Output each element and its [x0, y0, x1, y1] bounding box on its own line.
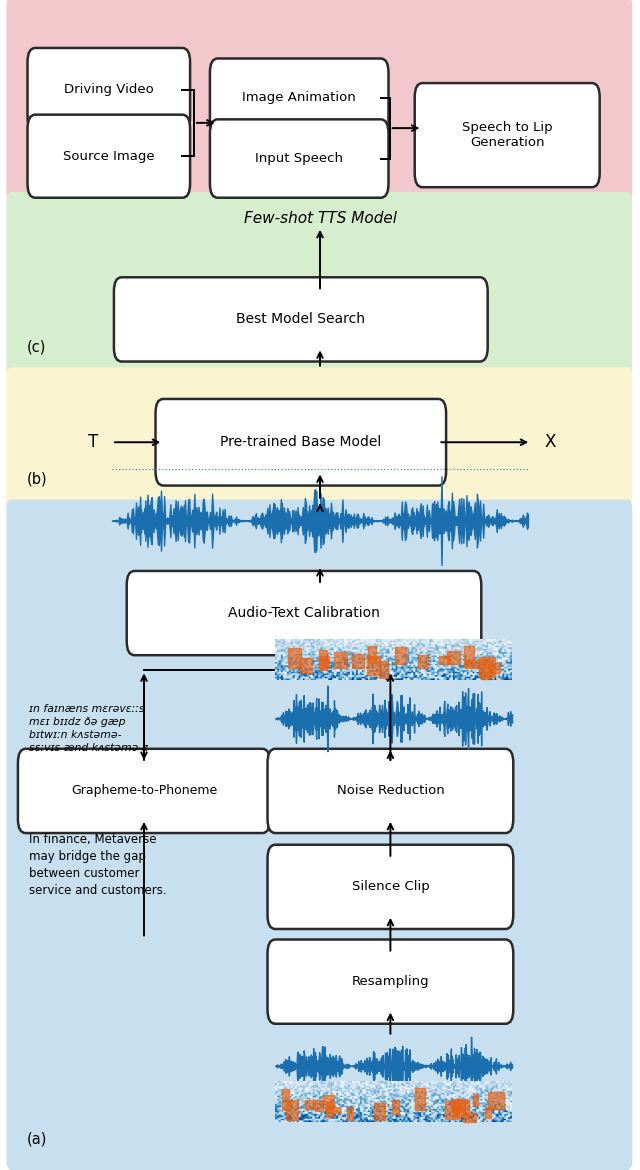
Text: In finance, Metaverse
may bridge the gap
between customer
service and customers.: In finance, Metaverse may bridge the gap… — [29, 833, 166, 897]
Text: Pre-trained Base Model: Pre-trained Base Model — [220, 435, 381, 449]
Text: Audio-Text Calibration: Audio-Text Calibration — [228, 606, 380, 620]
FancyBboxPatch shape — [6, 500, 632, 1170]
Text: Input Speech: Input Speech — [255, 152, 343, 165]
Text: Source Image: Source Image — [63, 150, 155, 163]
Text: Silence Clip: Silence Clip — [351, 880, 429, 894]
Text: ɪn faɪnæns mɛrəvɛːːs
mɛɪ bɪɪdz ðə gæp
bɪtwɪːn kʌstəmə-
sɛːvɪs ænd kʌstəmə-z: ɪn faɪnæns mɛrəvɛːːs mɛɪ bɪɪdz ðə gæp bɪ… — [29, 704, 148, 753]
Text: Few-shot TTS Model: Few-shot TTS Model — [243, 211, 397, 226]
FancyBboxPatch shape — [156, 399, 446, 486]
FancyBboxPatch shape — [210, 119, 388, 198]
FancyBboxPatch shape — [28, 48, 190, 131]
Text: Resampling: Resampling — [351, 975, 429, 989]
Text: Speech to Lip
Generation: Speech to Lip Generation — [462, 122, 552, 149]
Text: (d): (d) — [27, 164, 47, 179]
Text: Noise Reduction: Noise Reduction — [337, 784, 444, 798]
FancyBboxPatch shape — [127, 571, 481, 655]
FancyBboxPatch shape — [6, 367, 632, 510]
Text: Image Animation: Image Animation — [243, 91, 356, 104]
FancyBboxPatch shape — [6, 192, 632, 378]
FancyBboxPatch shape — [210, 58, 388, 137]
FancyBboxPatch shape — [268, 845, 513, 929]
FancyBboxPatch shape — [28, 115, 190, 198]
FancyBboxPatch shape — [114, 277, 488, 362]
Text: (c): (c) — [27, 339, 46, 355]
Text: Grapheme-to-Phoneme: Grapheme-to-Phoneme — [71, 784, 217, 798]
FancyBboxPatch shape — [18, 749, 270, 833]
Text: Driving Video: Driving Video — [64, 83, 154, 96]
Text: X: X — [545, 433, 556, 452]
FancyBboxPatch shape — [415, 83, 600, 187]
FancyBboxPatch shape — [268, 749, 513, 833]
Text: Best Model Search: Best Model Search — [236, 312, 365, 326]
Text: (a): (a) — [27, 1131, 47, 1147]
FancyBboxPatch shape — [6, 0, 632, 202]
FancyBboxPatch shape — [268, 940, 513, 1024]
Text: T: T — [88, 433, 98, 452]
Text: (b): (b) — [27, 472, 47, 487]
